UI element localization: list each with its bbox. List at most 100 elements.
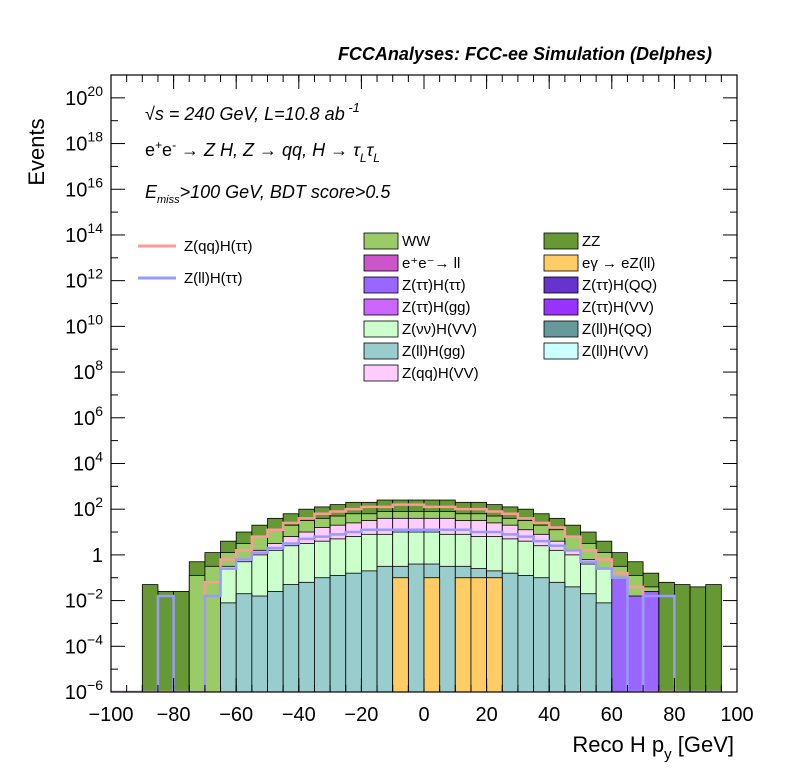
bar-z-ll-h-gg--29 xyxy=(564,586,581,692)
legend-label-10: Z(ll)H(gg) xyxy=(402,343,465,360)
signal-layer xyxy=(111,503,722,692)
cuts-text: >100 GeV, BDT score>0.5 xyxy=(180,182,392,202)
process-e: e xyxy=(145,140,155,160)
bar-zz-3 xyxy=(157,591,174,692)
process-sub-l1: L xyxy=(360,151,367,165)
process-plus: + xyxy=(155,138,162,152)
y-tick-exp-7: 8 xyxy=(95,357,103,373)
tick-layer: −100 −80 −60 −40 −20 0 20 40 60 80 10010−610−410−2… xyxy=(65,74,754,726)
bar-z-ll-h-gg--17 xyxy=(376,565,394,692)
process-minus: - xyxy=(172,138,176,152)
annotation-energy: √s = 240 GeV, L=10.8 ab -1 xyxy=(145,100,360,124)
signal-line-z-qq-h-tt- xyxy=(111,503,722,692)
x-tick-label-10: 100 xyxy=(720,704,753,726)
legend-swatch-2 xyxy=(363,254,399,272)
bar-z-ll-h-gg--11 xyxy=(282,584,300,692)
y-tick-label-5: 104 xyxy=(73,448,103,475)
legend-swatch-4 xyxy=(363,276,399,294)
y-tick-base-6: 10 xyxy=(73,408,95,430)
bar-z-ll-h-gg--8 xyxy=(235,593,253,692)
y-tick-exp-0: −6 xyxy=(87,677,103,693)
bar-z-ll-h-gg--27 xyxy=(533,577,550,692)
bar-eg-ez-ll--18 xyxy=(392,577,409,692)
y-tick-exp-12: 18 xyxy=(87,129,103,145)
y-tick-exp-1: −4 xyxy=(87,631,103,647)
cuts-e: E xyxy=(145,182,158,202)
x-axis-label-unit: [GeV] xyxy=(672,732,734,757)
bar-z-ll-h-gg--30 xyxy=(580,593,597,692)
x-tick-label-9: 80 xyxy=(663,704,685,726)
bar-ww-5 xyxy=(188,575,206,692)
legend-label-5: Z(ττ)H(QQ) xyxy=(582,277,657,294)
bar-z-ll-h-gg--7 xyxy=(220,602,237,692)
y-tick-exp-13: 20 xyxy=(87,83,103,99)
y-axis-label: Events xyxy=(24,118,49,185)
bar-z-ll-h-gg--28 xyxy=(548,581,566,692)
bar-z-ll-h-gg--12 xyxy=(298,581,315,692)
y-tick-base-4: 10 xyxy=(73,499,95,521)
bar-eg-ez-ll--24 xyxy=(486,577,503,692)
sqrt-symbol: √ xyxy=(145,104,155,124)
y-tick-exp-9: 12 xyxy=(87,266,103,282)
bar-zz-35 xyxy=(658,581,675,692)
y-tick-label-4: 102 xyxy=(73,494,103,521)
annotation-cuts: Emiss>100 GeV, BDT score>0.5 xyxy=(145,182,391,206)
bar-zz-36 xyxy=(674,584,691,692)
bar-z-tt-h-tt--34 xyxy=(642,591,660,692)
signal-legend-label-1: Z(ll)H(ττ) xyxy=(184,270,243,287)
legend-swatch-9 xyxy=(543,320,579,338)
x-axis-label-main: Reco H p xyxy=(572,732,664,757)
bar-ww-6 xyxy=(204,565,221,692)
bar-zz-38 xyxy=(705,584,722,692)
bar-eg-ez-ll--20 xyxy=(423,577,441,692)
x-tick-label-1: −80 xyxy=(157,704,191,726)
cuts-sub: miss xyxy=(157,194,180,206)
legend-label-1: ZZ xyxy=(582,233,600,250)
legend-swatch-1 xyxy=(543,232,579,250)
legend-swatch-0 xyxy=(363,232,399,250)
legend-label-0: WW xyxy=(402,233,431,250)
legend-swatch-10 xyxy=(363,342,399,360)
y-tick-base-11: 10 xyxy=(65,179,87,201)
y-tick-base-0: 10 xyxy=(65,682,87,704)
x-axis-label: Reco H py [GeV] xyxy=(572,732,734,763)
x-tick-label-3: −40 xyxy=(282,704,316,726)
legend-label-8: Z(νν)H(VV) xyxy=(402,321,477,338)
x-tick-label-6: 20 xyxy=(475,704,497,726)
legend-swatch-12 xyxy=(363,364,399,382)
legend-label-9: Z(ll)H(QQ) xyxy=(582,321,652,338)
process-e2: e xyxy=(162,140,172,160)
bar-zz-37 xyxy=(689,586,707,692)
legend-swatch-6 xyxy=(363,298,399,316)
x-axis-label-sub: y xyxy=(664,746,672,763)
process-sub-l2: L xyxy=(373,151,380,165)
y-tick-label-1: 10−4 xyxy=(65,631,103,658)
legend-swatch-8 xyxy=(363,320,399,338)
legend-swatch-7 xyxy=(543,298,579,316)
legend-label-3: eγ → eZ(ll) xyxy=(582,255,655,272)
legend-label-6: Z(ττ)H(gg) xyxy=(402,299,471,316)
bar-z-ll-h-gg--9 xyxy=(251,595,268,692)
y-tick-exp-2: −2 xyxy=(87,586,103,602)
y-tick-exp-5: 4 xyxy=(95,448,103,464)
x-tick-label-0: −100 xyxy=(88,704,133,726)
y-tick-label-10: 1014 xyxy=(65,220,103,247)
bar-eg-ez-ll--22 xyxy=(454,577,472,692)
y-tick-label-0: 10−6 xyxy=(65,677,103,704)
y-tick-exp-8: 10 xyxy=(87,311,103,327)
legend-swatch-5 xyxy=(543,276,579,294)
y-tick-base-7: 10 xyxy=(73,362,95,384)
signal-legend-label-0: Z(qq)H(ττ) xyxy=(184,238,253,255)
energy-text: s = 240 GeV, L=10.8 ab xyxy=(155,104,345,124)
bar-z-tt-h-tt--33 xyxy=(627,595,644,692)
y-tick-label-2: 10−2 xyxy=(65,586,103,613)
x-tick-label-2: −60 xyxy=(219,704,253,726)
x-tick-label-4: −20 xyxy=(344,704,378,726)
bar-z-ll-h-gg--25 xyxy=(501,572,519,692)
x-tick-label-5: 0 xyxy=(418,704,429,726)
energy-exp: -1 xyxy=(345,100,360,115)
legend-label-4: Z(ττ)H(ττ) xyxy=(402,277,466,294)
legend-label-7: Z(ττ)H(VV) xyxy=(582,299,654,316)
y-tick-exp-11: 16 xyxy=(87,174,103,190)
